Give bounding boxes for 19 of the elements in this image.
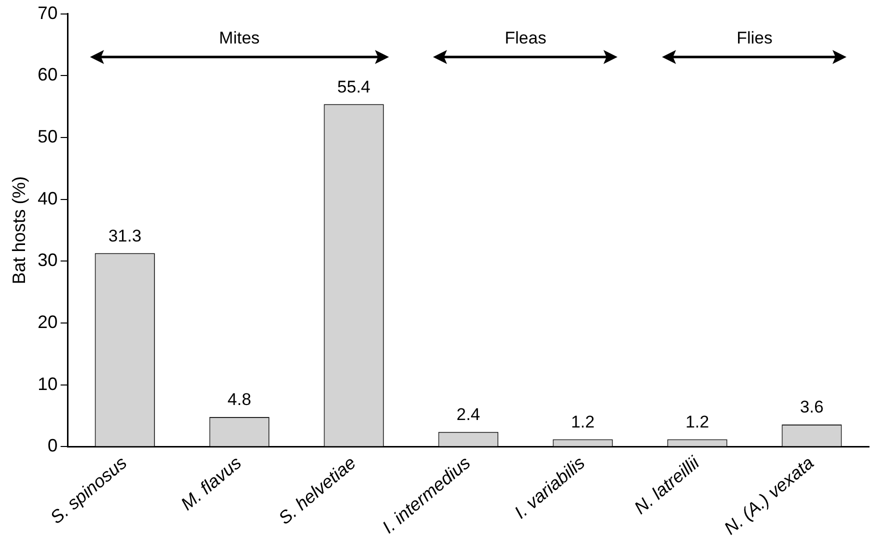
y-tick-label: 40 xyxy=(38,188,58,208)
y-axis-title: Bat hosts (%) xyxy=(8,176,29,284)
data-label: 1.2 xyxy=(685,412,710,432)
y-tick-label: 60 xyxy=(38,64,58,85)
y-tick-label: 70 xyxy=(38,2,58,23)
data-label: 4.8 xyxy=(228,390,252,410)
y-tick-label: 20 xyxy=(38,312,58,332)
annotation: Flies xyxy=(736,28,772,48)
annotation: Fleas xyxy=(504,28,546,48)
data-label: 1.2 xyxy=(570,412,595,432)
data-label: 31.3 xyxy=(108,226,142,246)
y-tick-label: 50 xyxy=(38,126,58,146)
y-tick-label: 10 xyxy=(38,374,58,394)
data-label: 3.6 xyxy=(800,398,824,417)
data-label: 2.4 xyxy=(456,405,480,424)
y-tick-label: 30 xyxy=(38,250,58,270)
annotation: Mites xyxy=(219,28,260,48)
data-label: 55.4 xyxy=(337,77,370,96)
y-tick-label: 0 xyxy=(48,436,58,456)
